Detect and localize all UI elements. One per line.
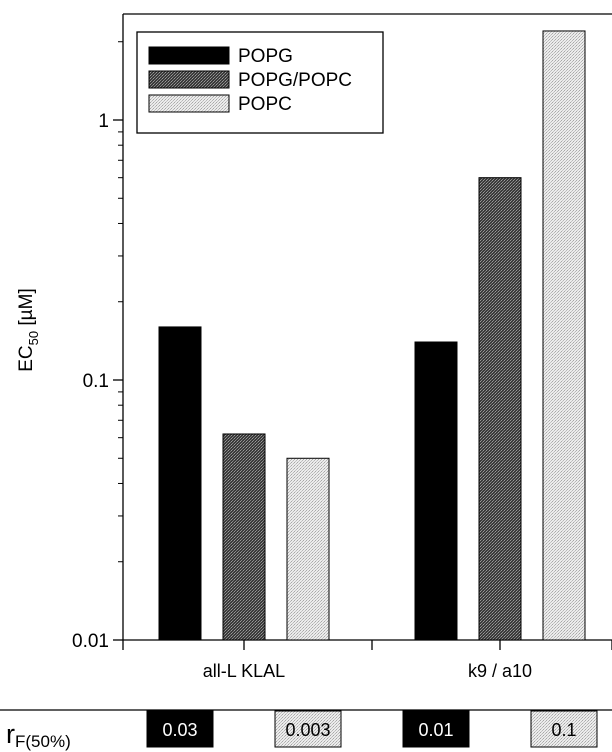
bar-popg-popc-1 xyxy=(222,433,266,641)
legend: POPG POPG/POPC POPC xyxy=(136,31,384,134)
y-tick-label: 0.01 xyxy=(72,631,109,652)
bar-popg-popc-2 xyxy=(478,177,522,641)
y-tick-label: 1 xyxy=(98,111,109,132)
rf-cell-box xyxy=(274,710,342,748)
y-axis-group: 0.01 0.1 1 xyxy=(72,41,123,652)
legend-label: POPC xyxy=(238,94,292,115)
rf-cell-box xyxy=(530,710,598,748)
rf-cell-box xyxy=(402,710,470,748)
legend-items: POPG POPG/POPC POPC xyxy=(148,46,352,115)
bar-popc-1 xyxy=(286,457,330,641)
bars-group xyxy=(158,30,586,641)
y-axis-label: EC50 [µM] xyxy=(16,288,41,372)
rf-cell-value: 0.1 xyxy=(551,720,576,740)
legend-label: POPG/POPC xyxy=(238,70,352,91)
rf-cell-box xyxy=(146,710,214,748)
x-axis-group: all-L KLAL k9 / a10 xyxy=(122,640,612,681)
legend-swatch-popg-popc xyxy=(148,70,230,89)
rf-cells: 0.03 0.003 0.01 0.1 xyxy=(146,710,598,748)
rf-row-label: rF(50%) xyxy=(6,719,71,751)
bar-popc-2 xyxy=(542,30,586,641)
bar-popg-1 xyxy=(158,326,202,641)
legend-label: POPG xyxy=(238,46,293,67)
bar-popg-2 xyxy=(414,341,458,641)
rf-cell-value: 0.01 xyxy=(418,720,453,740)
x-tick-label: k9 / a10 xyxy=(468,661,532,681)
rf-cell-value: 0.003 xyxy=(285,720,330,740)
y-tick-label: 0.1 xyxy=(83,371,109,392)
legend-swatch-popc xyxy=(148,94,230,113)
x-tick-label: all-L KLAL xyxy=(203,661,285,681)
legend-swatch-popg xyxy=(148,46,230,65)
rf-cell-value: 0.03 xyxy=(162,720,197,740)
